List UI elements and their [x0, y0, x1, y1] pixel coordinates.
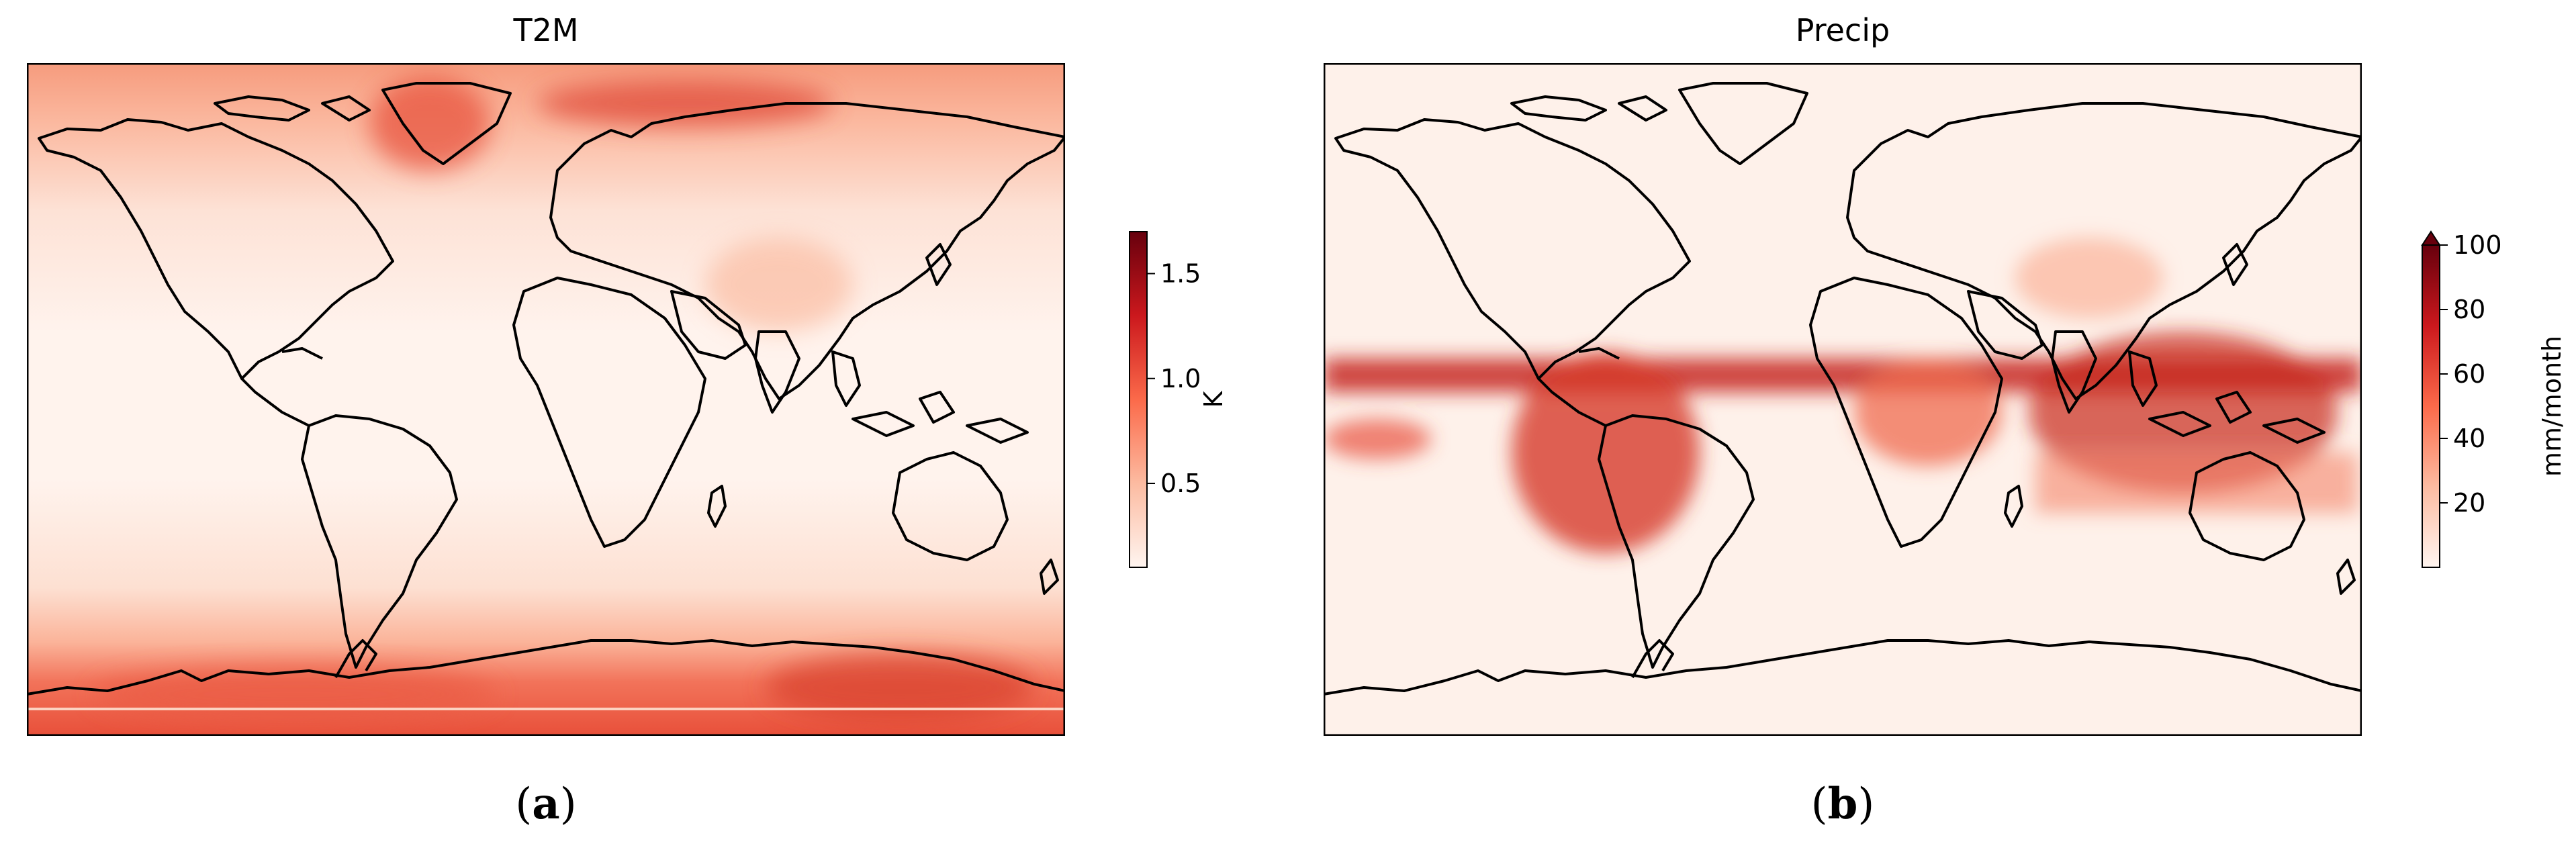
- colorbar-b-extend-arrow: [2421, 230, 2441, 246]
- panel-b-sublabel: (b): [1810, 779, 1875, 829]
- colorbar-a-gradient: [1129, 231, 1148, 568]
- colorbar-b-ticks: 20 40 60 80 100: [2440, 230, 2502, 518]
- colorbar-tick-label: 0.5: [1160, 469, 1201, 498]
- colorbar-b-gradient: [2422, 244, 2440, 568]
- panel-a-map: [27, 63, 1065, 736]
- colorbar-tick-label: 80: [2453, 295, 2485, 324]
- panel-a-hotspots: [94, 77, 1034, 721]
- colorbar-b-label: mm/month: [2537, 336, 2567, 477]
- panel-b-colorbar: 20 40 60 80 100 mm/month: [2421, 230, 2567, 568]
- panel-a-colorbar: 0.5 1.0 1.5 K: [1129, 231, 1228, 568]
- colorbar-tick-label: 100: [2453, 230, 2502, 260]
- colorbar-tick-label: 40: [2453, 424, 2485, 453]
- panel-a-title: T2M: [513, 12, 579, 48]
- colorbar-tick-label: 1.5: [1160, 259, 1201, 289]
- colorbar-tick-label: 1.0: [1160, 364, 1201, 393]
- panel-a-field: [27, 63, 1065, 736]
- colorbar-a-ticks: 0.5 1.0 1.5: [1147, 259, 1201, 498]
- colorbar-a-label: K: [1199, 390, 1228, 408]
- panel-b-title: Precip: [1795, 12, 1890, 48]
- colorbar-tick-label: 20: [2453, 488, 2485, 518]
- panel-a-sublabel: (a): [515, 779, 577, 829]
- colorbar-tick-label: 60: [2453, 359, 2485, 389]
- panel-b-map: [1324, 63, 2362, 736]
